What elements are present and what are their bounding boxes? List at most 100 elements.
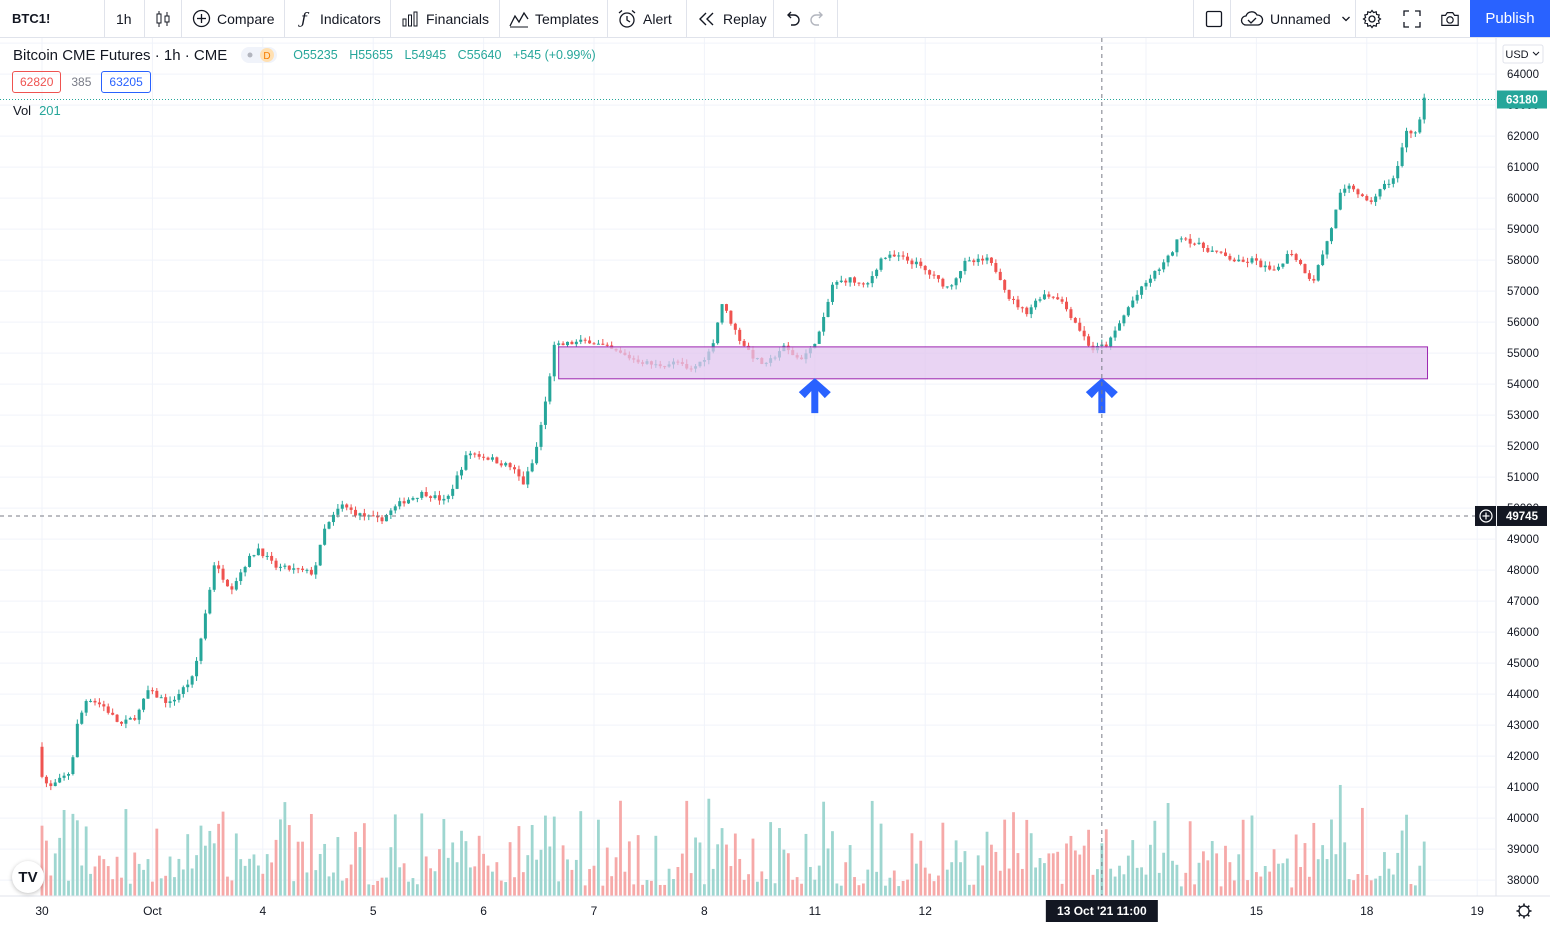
- bar-chart-icon: [400, 9, 420, 29]
- candle-body: [106, 706, 110, 713]
- chevron-down-icon: [1532, 51, 1540, 56]
- candle-body: [1170, 252, 1174, 256]
- volume-bar: [605, 847, 609, 896]
- crosshair-price-label: 49745: [1506, 511, 1539, 523]
- volume-bar: [438, 849, 441, 896]
- candle-body: [1400, 147, 1404, 166]
- volume-bar: [305, 872, 309, 896]
- candle-body: [195, 660, 199, 677]
- candle-body: [1025, 307, 1029, 315]
- chart-area[interactable]: 6400063000620006100060000590005800057000…: [0, 38, 1550, 926]
- volume-bar: [1175, 864, 1179, 896]
- low-value: L54945: [404, 48, 447, 62]
- volume-bar: [296, 841, 300, 896]
- volume-bar: [959, 862, 962, 896]
- divider: [1230, 0, 1231, 37]
- candle-body: [1166, 255, 1170, 263]
- volume-bar: [945, 869, 949, 896]
- candle-body: [513, 467, 517, 470]
- candle-body: [62, 775, 66, 778]
- volume-bar: [694, 837, 697, 896]
- chart-legend: Bitcoin CME Futures · 1h · CME D O55235 …: [13, 46, 604, 64]
- volume-bar: [1224, 845, 1227, 896]
- volume-bar: [574, 859, 578, 896]
- volume-bar: [1374, 878, 1378, 896]
- volume-bar: [455, 862, 459, 896]
- candle-body: [1329, 228, 1333, 242]
- candle-body: [217, 565, 221, 569]
- volume-bar: [1237, 854, 1241, 896]
- up-arrow-icon[interactable]: [1085, 378, 1118, 414]
- candle-body: [1294, 254, 1298, 261]
- candle-body: [1104, 344, 1108, 347]
- volume-bar: [1356, 874, 1360, 896]
- publish-button[interactable]: Publish: [1470, 0, 1550, 37]
- volume-bar: [592, 865, 596, 896]
- volume-bar: [707, 798, 711, 896]
- save-layout-button[interactable]: Unnamed: [1240, 0, 1351, 37]
- volume-bar: [221, 811, 225, 896]
- candle-body: [897, 255, 901, 257]
- high-value: H55655: [349, 48, 393, 62]
- volume-bar: [1034, 867, 1037, 896]
- candle-body: [1228, 255, 1232, 260]
- volume-bar: [822, 801, 826, 896]
- volume-bar: [248, 858, 251, 896]
- volume-bar: [1396, 852, 1400, 896]
- chart-type-button[interactable]: [153, 0, 179, 37]
- fullscreen-button[interactable]: [1402, 0, 1428, 37]
- candle-body: [393, 506, 397, 511]
- layout-select-button[interactable]: [1204, 0, 1230, 37]
- volume-bar: [168, 856, 172, 896]
- candle-body: [477, 454, 481, 457]
- up-arrow-icon[interactable]: [798, 378, 831, 414]
- candle-body: [1276, 266, 1280, 270]
- volume-bar: [1338, 784, 1342, 896]
- candle-body: [124, 719, 128, 724]
- alert-button[interactable]: Alert: [617, 0, 672, 37]
- volume-bar: [53, 853, 57, 896]
- volume-bar: [217, 823, 221, 896]
- candle-body: [133, 718, 137, 720]
- volume-bar: [385, 877, 388, 896]
- volume-bar: [676, 867, 680, 896]
- settings-button[interactable]: [1362, 0, 1388, 37]
- undo-button[interactable]: [782, 0, 808, 37]
- buy-price-button[interactable]: 63205: [101, 71, 151, 93]
- time-tick-label: 5: [370, 904, 377, 918]
- divider: [181, 0, 182, 37]
- last-price-badge: [1497, 90, 1547, 109]
- spread-value: 385: [71, 75, 92, 89]
- plus-circle-icon: [1479, 509, 1493, 523]
- volume-bar: [884, 885, 887, 896]
- candle-body: [345, 504, 349, 508]
- candle-body: [301, 568, 305, 570]
- candle-body: [1029, 307, 1033, 315]
- candle-body: [906, 256, 910, 261]
- candle-body: [583, 339, 587, 341]
- volume-bar: [1268, 871, 1272, 896]
- volume-bar: [981, 865, 985, 896]
- redo-button[interactable]: [808, 0, 834, 37]
- indicators-button[interactable]: ƒ Indicators: [294, 0, 381, 37]
- volume-bar: [1347, 879, 1351, 896]
- candle-body: [1422, 97, 1426, 120]
- volume-bar: [623, 871, 627, 896]
- volume-bar: [583, 885, 587, 896]
- interval-button[interactable]: 1h: [116, 0, 132, 37]
- replay-button[interactable]: Replay: [697, 0, 767, 37]
- financials-button[interactable]: Financials: [400, 0, 489, 37]
- candle-body: [212, 565, 216, 590]
- symbol-search-button[interactable]: BTC1!: [12, 0, 50, 37]
- compare-button[interactable]: Compare: [191, 0, 275, 37]
- candle-body: [839, 280, 843, 282]
- volume-bar: [1109, 868, 1113, 896]
- volume-bar: [314, 870, 318, 896]
- tradingview-logo[interactable]: TV: [12, 861, 44, 893]
- templates-button[interactable]: Templates: [509, 0, 599, 37]
- sell-price-button[interactable]: 62820: [12, 71, 62, 93]
- candle-body: [967, 260, 971, 262]
- price-chart[interactable]: 6400063000620006100060000590005800057000…: [0, 38, 1550, 926]
- snapshot-button[interactable]: [1440, 0, 1466, 37]
- candle-body: [1254, 258, 1258, 261]
